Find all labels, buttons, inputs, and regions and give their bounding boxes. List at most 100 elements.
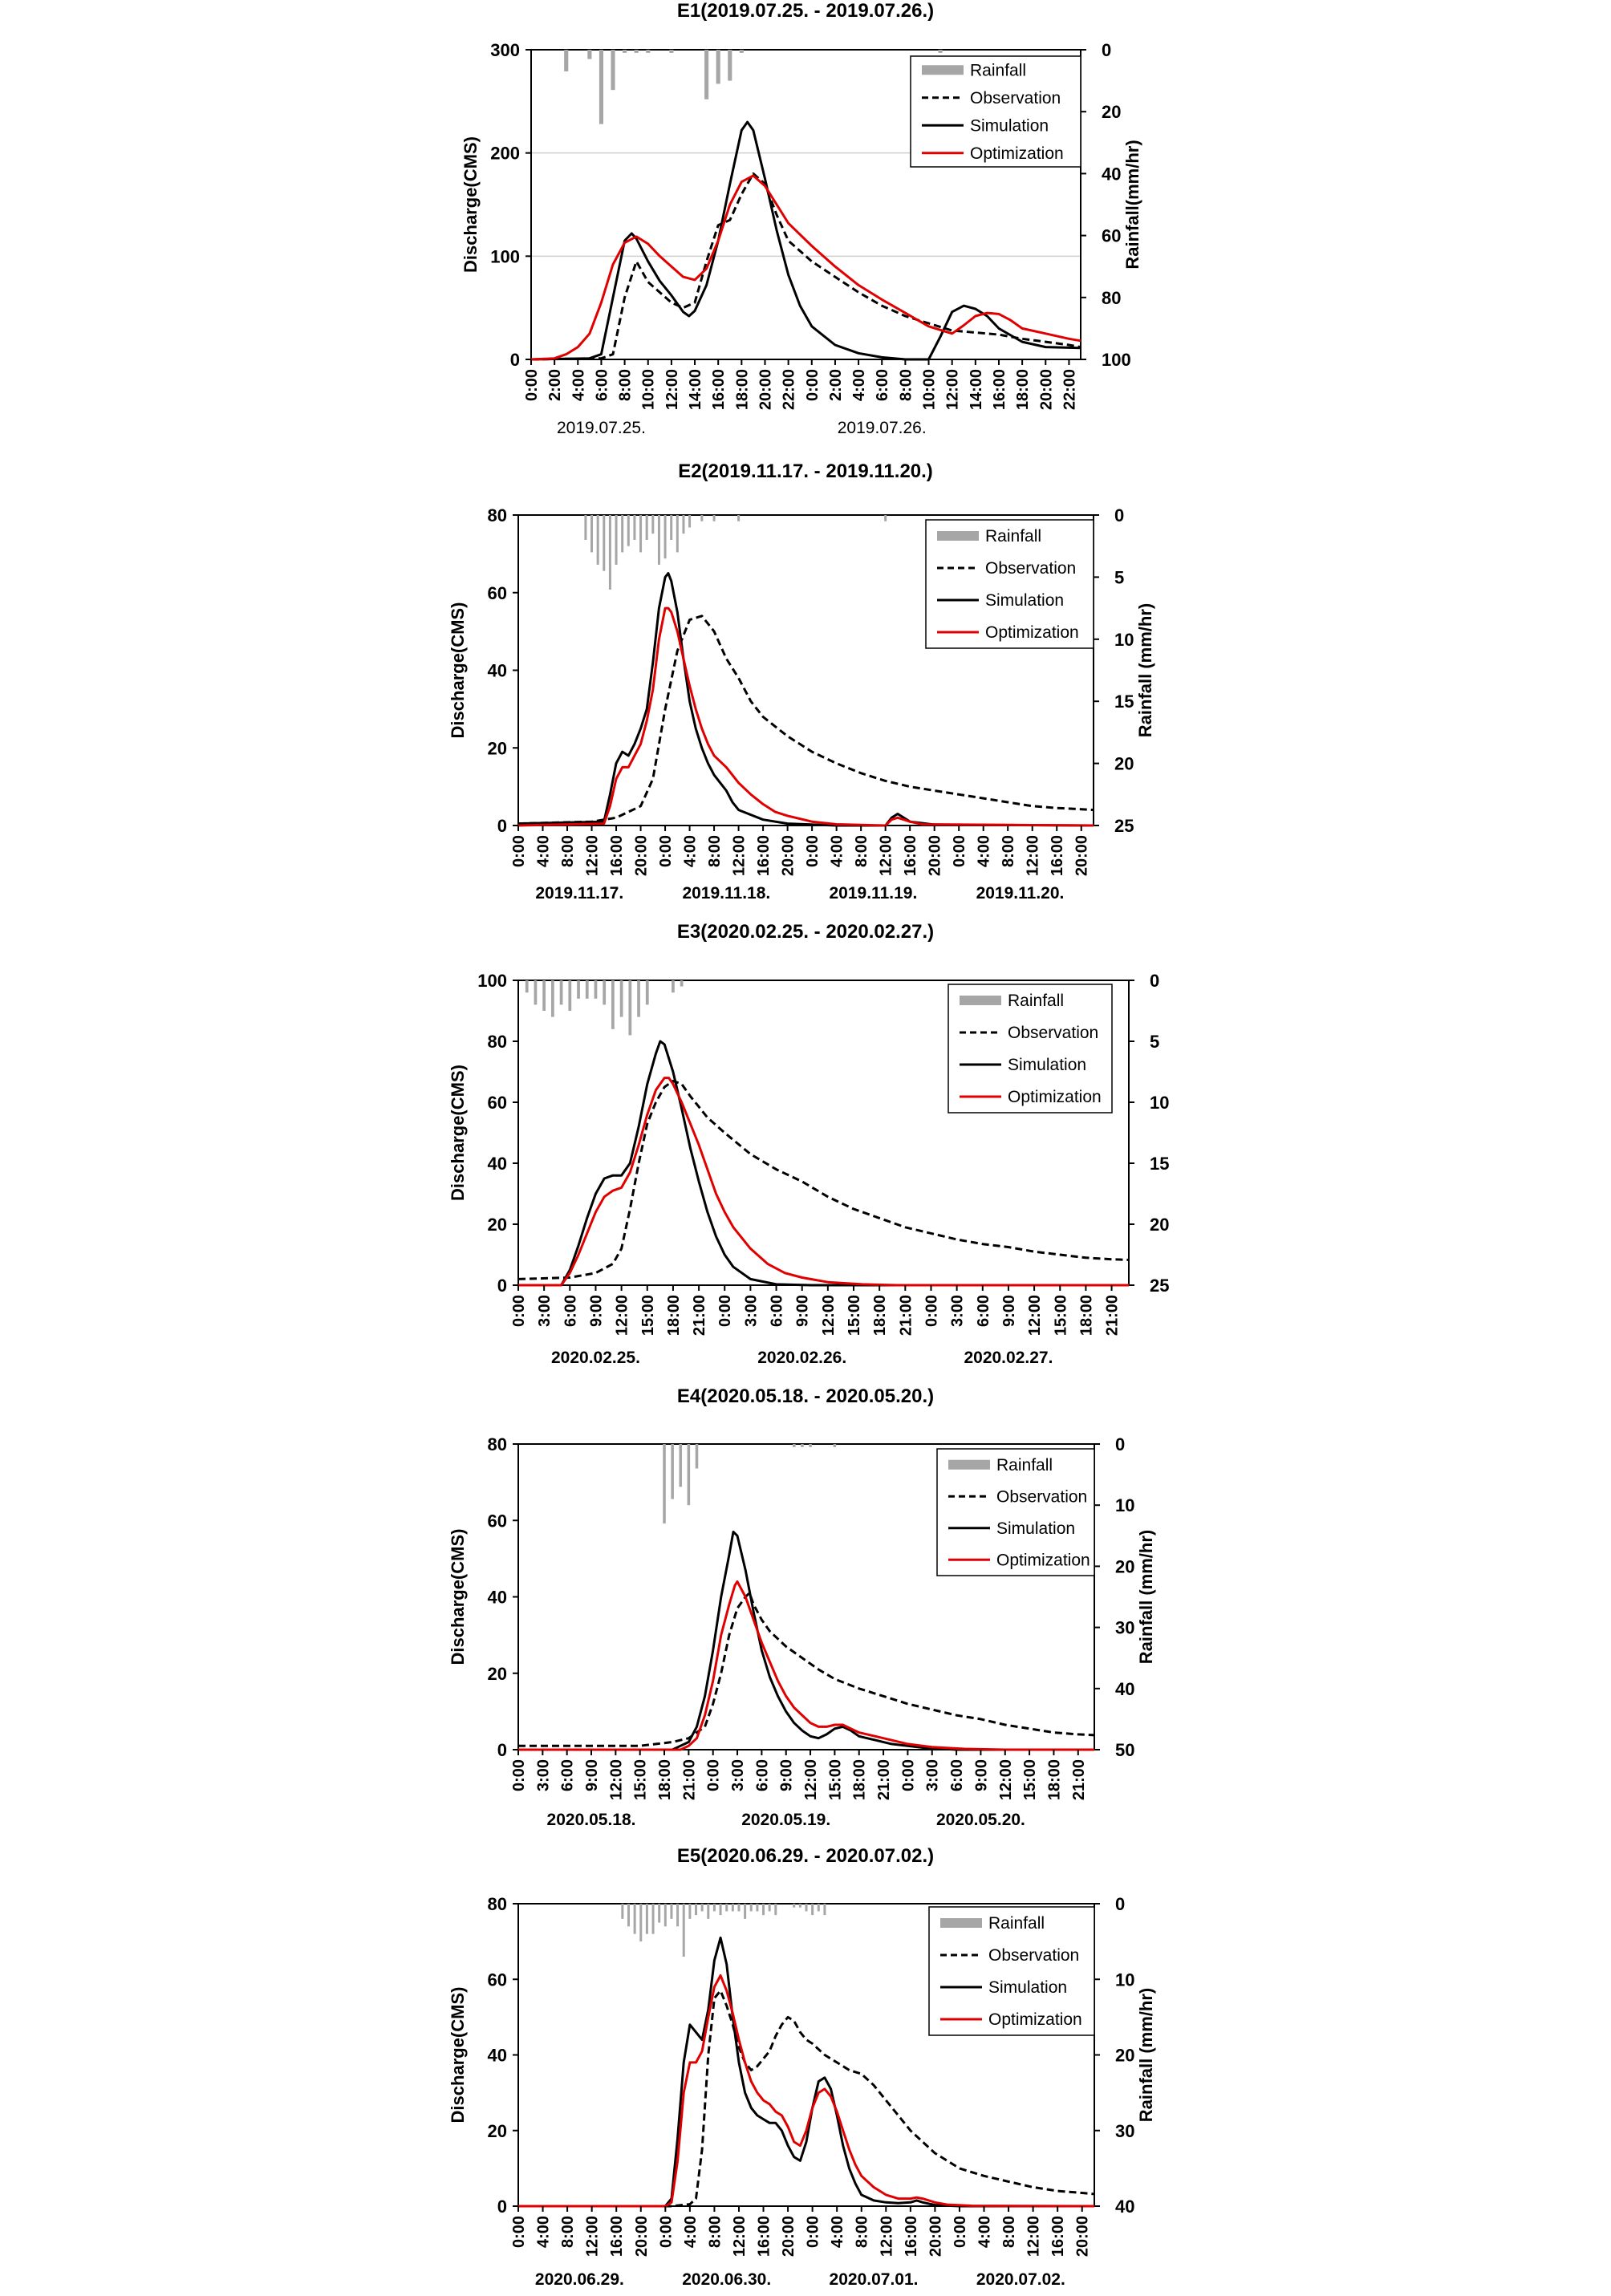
legend-label: Simulation xyxy=(985,591,1064,610)
chart-panel-e4: E4(2020.05.18. - 2020.05.20.) 0 20 40 60 80 0… xyxy=(0,1385,1611,1835)
x-tick-label: 12:00 xyxy=(997,1759,1015,1800)
rainfall-bar xyxy=(621,1904,624,1919)
rainfall-bar xyxy=(651,1904,655,1934)
rainfall-bar xyxy=(801,1444,804,1447)
y2-tick-label: 100 xyxy=(1102,350,1131,370)
y2-tick-label: 80 xyxy=(1102,288,1121,308)
rainfall-bar xyxy=(603,980,607,1005)
rainfall-bar xyxy=(719,1904,722,1916)
chart-e1: 0 100 200 300 0 20 40 60 80 100 0:00 2:00 4:00 6:00 8:… xyxy=(461,40,1142,437)
series-line-optimization xyxy=(518,1077,1129,1287)
y2-tick-label: 15 xyxy=(1150,1154,1169,1174)
chart-panel-e3: E3(2020.02.25. - 2020.02.27.) 0 20 40 60 80 1… xyxy=(0,921,1611,1370)
legend-box xyxy=(925,519,1094,649)
legend-label: Simulation xyxy=(970,116,1049,135)
series-line-simulation xyxy=(518,1040,1129,1287)
x-tick-label: 15:00 xyxy=(639,1295,657,1336)
x-tick-label: 0:00 xyxy=(510,835,528,867)
y2-tick-label: 10 xyxy=(1115,1495,1134,1515)
x-tick-label: 16:00 xyxy=(1049,835,1066,876)
legend-swatch-rainfall xyxy=(937,531,979,541)
rainfall-bar xyxy=(817,1904,820,1912)
x-tick-label: 12:00 xyxy=(944,369,962,410)
legend-label: Rainfall xyxy=(988,1914,1045,1933)
y-tick-label: 100 xyxy=(490,246,520,266)
x-tick-label: 20:00 xyxy=(780,835,797,876)
x-tick-label: 21:00 xyxy=(897,1295,915,1336)
rainfall-bar xyxy=(633,1904,636,1934)
rainfall-bar xyxy=(603,515,606,571)
y-tick-label: 20 xyxy=(488,738,507,758)
legend-label: Rainfall xyxy=(996,1456,1053,1475)
rainfall-bar xyxy=(657,515,660,565)
rainfall-bar xyxy=(680,980,684,987)
y-tick-label: 40 xyxy=(488,1154,507,1174)
rainfall-bar xyxy=(884,515,887,521)
chart-panel-e1: E1(2019.07.25. - 2019.07.26.) 0 100 200 300… xyxy=(0,0,1611,449)
date-label: 2020.02.25. xyxy=(551,1349,640,1367)
y-tick-label: 300 xyxy=(490,40,520,60)
rainfall-bar xyxy=(737,515,741,521)
chart-title: E4(2020.05.18. - 2020.05.20.) xyxy=(676,1385,935,1407)
x-tick-label: 3:00 xyxy=(949,1295,967,1327)
x-tick-label: 16:00 xyxy=(608,2216,626,2257)
x-tick-label: 18:00 xyxy=(851,1759,869,1800)
x-tick-label: 12:00 xyxy=(731,2216,749,2257)
legend-swatch-rainfall xyxy=(922,65,964,75)
y2-tick-label: 40 xyxy=(1115,2197,1134,2217)
x-tick-label: 18:00 xyxy=(871,1295,889,1336)
y-tick-label: 40 xyxy=(488,2046,507,2066)
x-tick-label: 0:00 xyxy=(705,1759,723,1791)
y2-tick-label: 25 xyxy=(1150,1276,1169,1296)
rainfall-bar xyxy=(716,50,720,84)
rainfall-bar xyxy=(550,980,554,1017)
rainfall-bar xyxy=(798,1904,801,1908)
legend-label: Rainfall xyxy=(985,527,1041,546)
x-tick-label: 16:00 xyxy=(902,835,919,876)
x-tick-label: 12:00 xyxy=(878,835,895,876)
x-tick-label: 15:00 xyxy=(632,1759,650,1800)
series-line-observation xyxy=(518,1592,1095,1747)
x-tick-label: 20:00 xyxy=(1037,369,1055,410)
chart-e4: 0 20 40 60 80 0 10 20 30 40 50 0:00 3:00 6:00 9:00 12:0… xyxy=(448,1434,1156,1829)
x-tick-label: 6:00 xyxy=(769,1295,786,1327)
date-label: 2020.05.19. xyxy=(741,1811,830,1829)
y-tick-label: 60 xyxy=(488,1511,507,1531)
rainfall-bar xyxy=(707,1904,710,1919)
x-tick-label: 16:00 xyxy=(991,369,1008,410)
y2-axis-label: Rainfall(mm/hr) xyxy=(1122,140,1142,269)
x-tick-label: 8:00 xyxy=(706,835,724,867)
y2-tick-label: 0 xyxy=(1114,505,1124,525)
chart-e5: 0 20 40 60 80 0 10 20 30 40 0:00 4:00 8:00 12:00 16:00… xyxy=(448,1894,1156,2289)
x-tick-label: 8:00 xyxy=(1000,2216,1018,2248)
y-tick-label: 20 xyxy=(488,1664,507,1684)
y2-tick-label: 0 xyxy=(1115,1894,1125,1914)
x-tick-label: 14:00 xyxy=(687,369,704,410)
legend-box xyxy=(948,984,1113,1114)
y-tick-label: 80 xyxy=(488,1894,507,1914)
legend-label: Observation xyxy=(1008,1024,1098,1042)
x-tick-label: 9:00 xyxy=(972,1759,990,1791)
x-tick-label: 16:00 xyxy=(608,835,626,876)
rainfall-bar xyxy=(639,1904,643,1942)
x-tick-label: 4:00 xyxy=(829,2216,846,2248)
x-tick-label: 9:00 xyxy=(794,1295,812,1327)
series-line-simulation xyxy=(530,120,1081,361)
rainfall-bar xyxy=(599,50,603,124)
y-tick-label: 40 xyxy=(488,1588,507,1608)
x-tick-label: 12:00 xyxy=(584,835,602,876)
legend-label: Observation xyxy=(996,1487,1087,1506)
y2-tick-label: 40 xyxy=(1115,1679,1134,1699)
y-axis-label: Discharge(CMS) xyxy=(448,1987,468,2124)
x-tick-label: 20:00 xyxy=(633,835,651,876)
series-line-simulation xyxy=(518,1936,1094,2208)
y-tick-label: 0 xyxy=(497,1276,507,1296)
rainfall-bar xyxy=(676,1904,680,1927)
x-tick-label: 0:00 xyxy=(510,1759,528,1791)
date-label: 2019.11.19. xyxy=(830,884,918,903)
chart-title: E2(2019.11.17. - 2019.11.20.) xyxy=(678,460,933,482)
rainfall-bar xyxy=(621,515,624,553)
legend-label: Optimization xyxy=(970,144,1064,163)
x-tick-label: 12:00 xyxy=(820,1295,838,1336)
x-tick-label: 0:00 xyxy=(510,1295,528,1327)
